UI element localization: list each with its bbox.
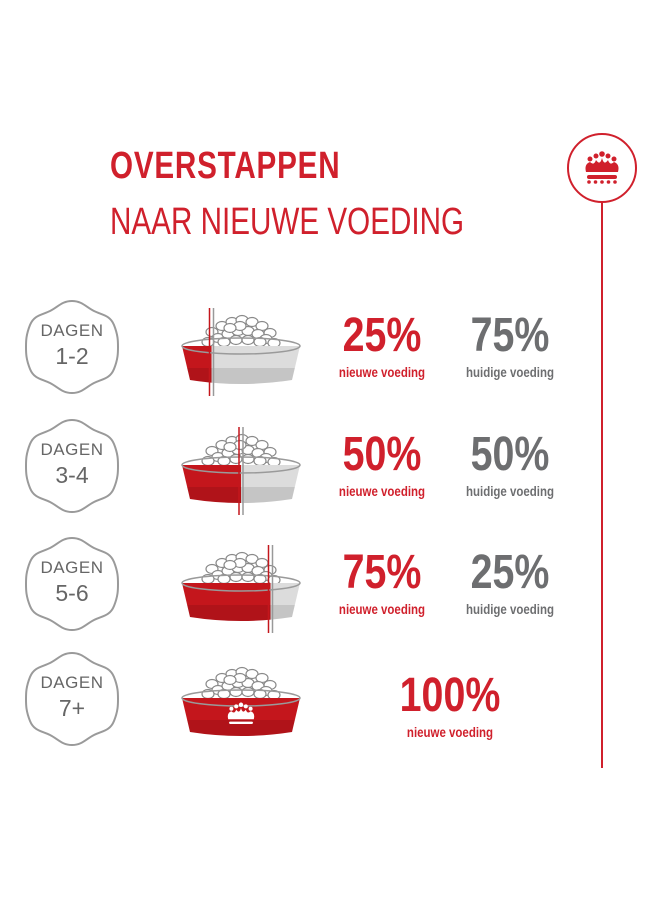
current-food-percentage: 25% huidige voeding	[450, 546, 570, 618]
timeline	[560, 130, 640, 775]
current-food-percentage: 50% huidige voeding	[450, 428, 570, 500]
food-bowl	[178, 543, 304, 640]
new-label: nieuwe voeding	[338, 601, 426, 617]
current-pct: 50%	[470, 428, 550, 481]
page-subtitle: NAAR NIEUWE VOEDING	[110, 201, 465, 243]
current-label: huidige voeding	[465, 483, 555, 499]
current-label: huidige voeding	[465, 364, 555, 380]
days-range: 7+	[58, 695, 86, 721]
current-food-percentage: 75% huidige voeding	[450, 309, 570, 381]
crown-icon	[585, 151, 619, 184]
food-bowl	[178, 306, 304, 403]
days-range: 5-6	[55, 580, 89, 606]
days-range: 3-4	[55, 462, 89, 488]
new-food-percentage: 100% nieuwe voeding	[380, 669, 520, 741]
new-pct: 75%	[342, 546, 422, 599]
new-label: nieuwe voeding	[338, 364, 426, 380]
food-bowl	[178, 425, 304, 522]
day-badge: DAGEN 5-6	[22, 534, 122, 634]
page-title: OVERSTAPPEN	[110, 145, 341, 187]
food-bowl	[178, 658, 304, 755]
new-label: nieuwe voeding	[406, 724, 494, 740]
days-label: DAGEN	[40, 440, 104, 459]
new-pct: 25%	[342, 309, 422, 362]
day-badge: DAGEN 3-4	[22, 416, 122, 516]
new-pct: 50%	[342, 428, 422, 481]
new-food-percentage: 75% nieuwe voeding	[322, 546, 442, 618]
day-badge: DAGEN 7+	[22, 649, 122, 749]
days-label: DAGEN	[40, 558, 104, 577]
day-badge: DAGEN 1-2	[22, 297, 122, 397]
current-label: huidige voeding	[465, 601, 555, 617]
new-pct: 100%	[399, 669, 501, 722]
new-food-percentage: 50% nieuwe voeding	[322, 428, 442, 500]
new-label: nieuwe voeding	[338, 483, 426, 499]
current-pct: 25%	[470, 546, 550, 599]
days-range: 1-2	[55, 343, 89, 369]
days-label: DAGEN	[40, 321, 104, 340]
new-food-percentage: 25% nieuwe voeding	[322, 309, 442, 381]
current-pct: 75%	[470, 309, 550, 362]
days-label: DAGEN	[40, 673, 104, 692]
crown-icon	[227, 702, 255, 724]
